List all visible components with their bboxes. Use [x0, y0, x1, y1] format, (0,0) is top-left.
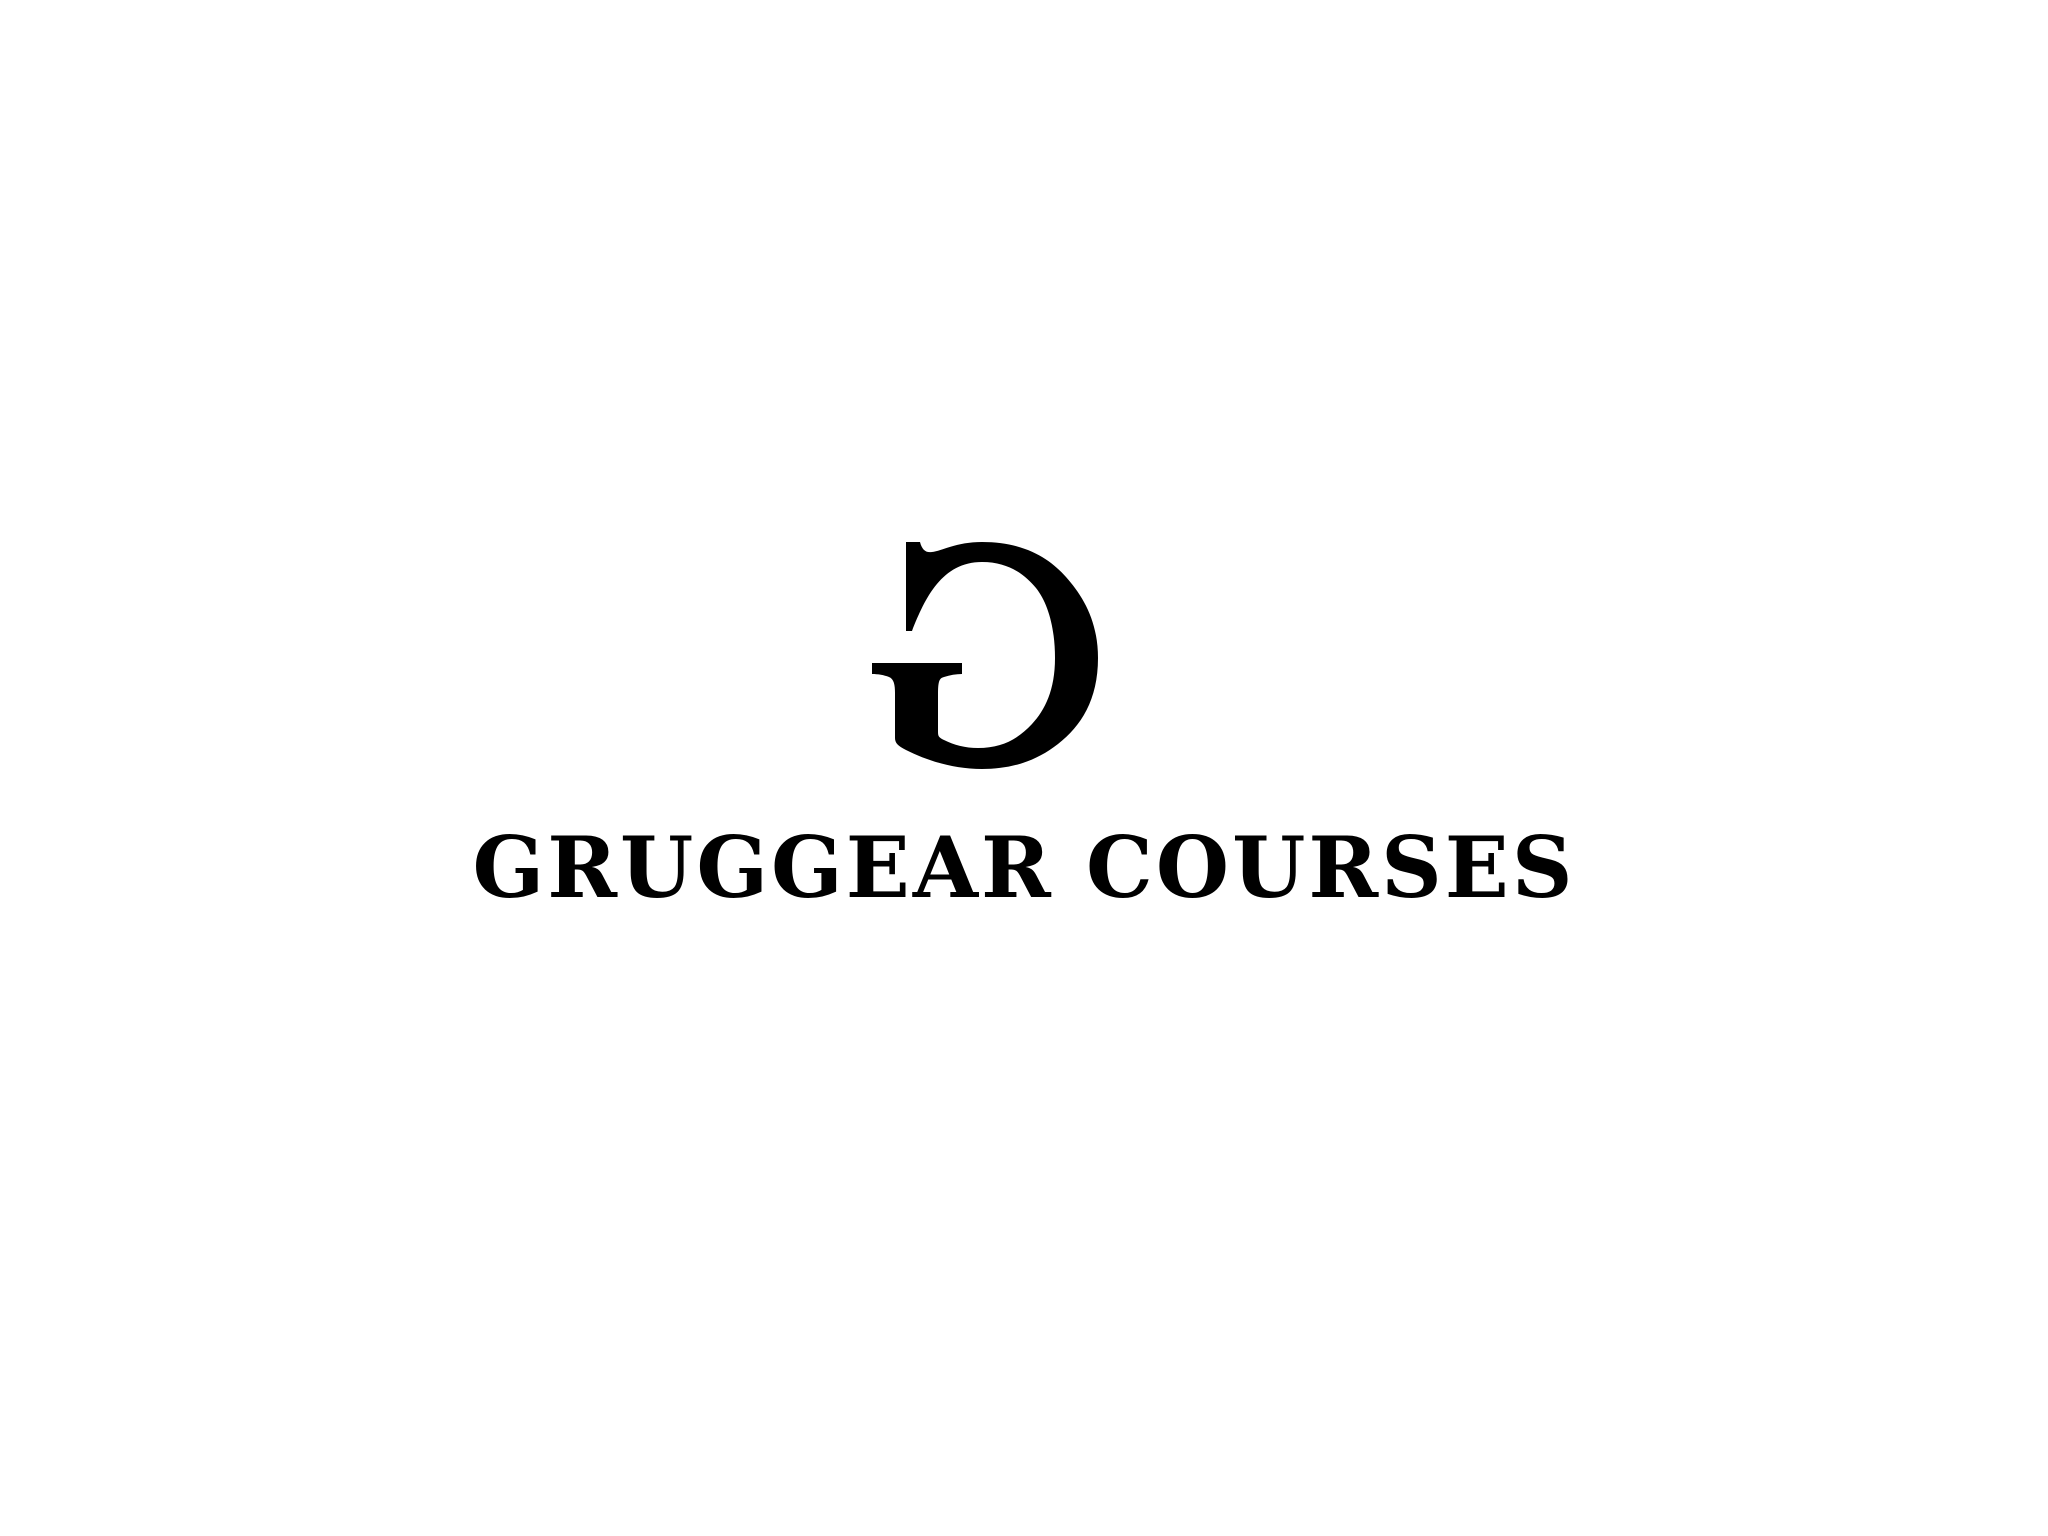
g-monogram-bowl [872, 542, 1098, 769]
g-monogram-icon [870, 540, 1110, 780]
g-monogram-graphic [872, 542, 1098, 769]
brand-name: GRUGGEAR COURSES [472, 818, 1576, 917]
